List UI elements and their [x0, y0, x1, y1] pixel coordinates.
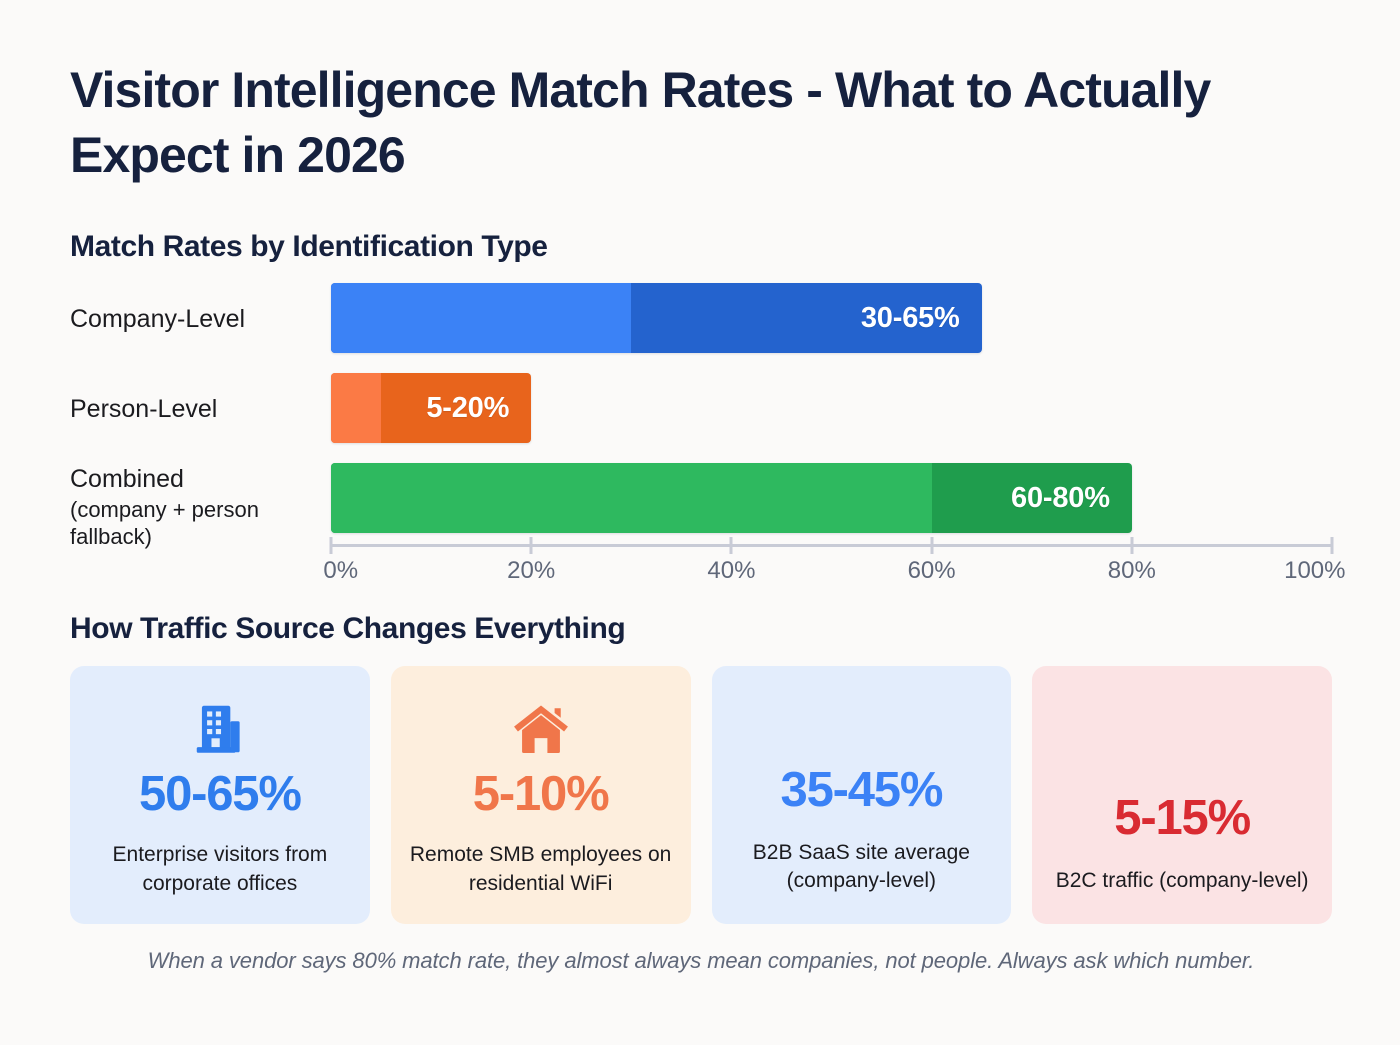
bar-track: 60-80% [331, 463, 1332, 533]
axis-tick-label: 80% [1107, 557, 1156, 584]
bar-min-segment [331, 463, 932, 533]
axis-tick-label: 100% [1284, 557, 1346, 584]
footer-note: When a vendor says 80% match rate, they … [147, 948, 1255, 973]
card-b2b-saas: 35-45% B2B SaaS site average (company-le… [711, 666, 1012, 924]
chart-section-heading: Match Rates by Identification Type [70, 230, 548, 263]
bar-company-level: 30-65% [331, 283, 982, 353]
bar-label-company-level: Company-Level [70, 305, 246, 333]
card-label: B2B SaaS site average (company-level) [752, 840, 970, 893]
card-b2c-traffic: 5-15% B2C traffic (company-level) [1032, 666, 1332, 924]
office-building-icon [189, 696, 251, 762]
card-value: 5-10% [472, 767, 610, 821]
bar-combined: 60-80% [331, 463, 1132, 533]
bar-row: Person-Level 5-20% [70, 373, 1332, 443]
card-enterprise-visitors: 50-65% Enterprise visitors from corporat… [70, 666, 370, 924]
card-remote-smb: 5-10% Remote SMB employees on residentia… [390, 666, 691, 924]
card-value: 50-65% [139, 767, 302, 821]
traffic-source-cards: 50-65% Enterprise visitors from corporat… [70, 666, 1332, 924]
bar-row: Company-Level 30-65% [70, 283, 1332, 353]
card-label: B2C traffic (company-level) [1055, 869, 1309, 893]
card-label: Enterprise visitors from corporate offic… [112, 843, 328, 895]
axis-line [331, 544, 1332, 547]
axis-tick-label: 60% [907, 557, 956, 584]
axis-tick [729, 537, 733, 554]
bar-person-level: 5-20% [331, 373, 532, 443]
bar-sublabel-combined: (company + person fallback) [70, 496, 259, 550]
card-value: 35-45% [780, 762, 944, 817]
axis-tick-label: 0% [323, 557, 359, 584]
axis-tick [529, 537, 533, 554]
axis-tick [1330, 537, 1334, 554]
match-rate-bar-chart: Company-Level 30-65% Person-Level 5-20% [70, 283, 1346, 584]
axis-tick [930, 537, 934, 554]
card-label: Remote SMB employees on residential WiFi [409, 843, 672, 895]
bar-label-person-level: Person-Level [70, 395, 218, 423]
axis-tick-label: 20% [507, 557, 556, 584]
bar-label-combined: Combined (company + person fallback) [70, 463, 320, 551]
axis-tick-label: 40% [707, 557, 756, 584]
bar-track: 5-20% [331, 373, 1332, 443]
bar-value-label: 30-65% [860, 301, 960, 334]
bar-track: 30-65% [331, 283, 1332, 353]
bar-value-label: 60-80% [1011, 481, 1110, 514]
axis-tick [1130, 537, 1134, 554]
cards-section-heading: How Traffic Source Changes Everything [70, 612, 626, 645]
bar-min-segment [331, 373, 382, 443]
bar-value-label: 5-20% [426, 391, 510, 424]
axis-tick [329, 537, 333, 554]
page-title: Visitor Intelligence Match Rates - What … [70, 62, 1211, 183]
house-icon [509, 696, 573, 762]
chart-x-axis: 0% 20% 40% 60% 80% 100% [323, 537, 1346, 584]
bar-row: Combined (company + person fallback) 60-… [70, 463, 1332, 549]
card-value: 5-15% [1114, 791, 1251, 846]
bar-min-segment [331, 283, 632, 353]
